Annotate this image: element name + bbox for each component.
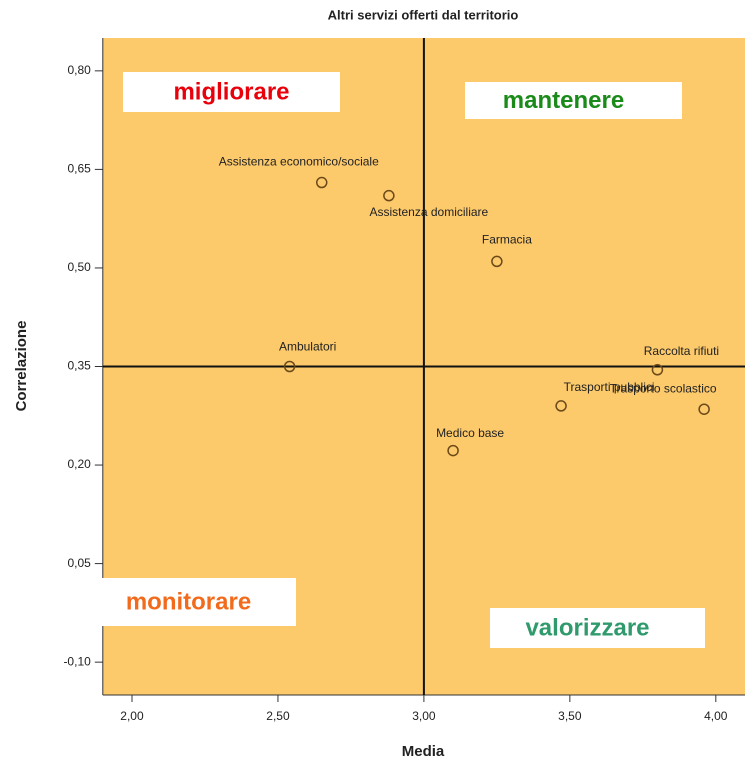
y-tick-label: 0,50 — [67, 260, 91, 274]
point — [383, 189, 395, 202]
y-tick-label: -0,10 — [63, 654, 91, 668]
point-label: Raccolta rifiuti — [644, 344, 719, 358]
quadrant-label: valorizzare — [525, 614, 649, 641]
point — [447, 444, 459, 457]
quadrant-label: monitorare — [126, 588, 251, 615]
point-label: Medico base — [436, 426, 504, 440]
quadrant-label: mantenere — [503, 87, 624, 114]
point-label: Farmacia — [482, 233, 532, 247]
x-tick-label: 4,00 — [704, 709, 728, 723]
x-tick-label: 3,00 — [412, 709, 436, 723]
x-tick-label: 2,50 — [266, 709, 290, 723]
y-tick-label: 0,20 — [67, 457, 91, 471]
quadrant-box — [490, 608, 705, 648]
point-label: Trasporto scolastico — [610, 381, 717, 395]
point — [491, 255, 503, 268]
point-label: Ambulatori — [279, 340, 336, 354]
y-tick-label: 0,65 — [67, 162, 91, 176]
point — [283, 360, 296, 373]
chart-title: Altri servizi offerti dal territorio — [328, 7, 519, 22]
quadrant-box — [101, 578, 296, 626]
quadrant-box — [465, 82, 682, 119]
point — [315, 176, 328, 189]
point — [651, 364, 664, 376]
quadrant-box — [123, 72, 340, 112]
y-tick-label: 0,35 — [67, 359, 91, 373]
x-tick-label: 2,00 — [120, 709, 144, 723]
point — [698, 403, 710, 415]
point — [555, 400, 567, 412]
point-label: Assistenza economico/sociale — [219, 155, 379, 169]
y-tick-label: 0,05 — [67, 556, 91, 570]
x-tick-label: 3,50 — [558, 709, 582, 723]
point-label: Trasporti pubblici — [564, 380, 655, 394]
point-label: Assistenza domiciliare — [370, 205, 489, 219]
quadrant-label: migliorare — [173, 78, 289, 105]
y-axis-label: Correlazione — [13, 321, 30, 412]
y-tick-label: 0,80 — [67, 63, 91, 77]
x-axis-label: Media — [402, 743, 445, 760]
